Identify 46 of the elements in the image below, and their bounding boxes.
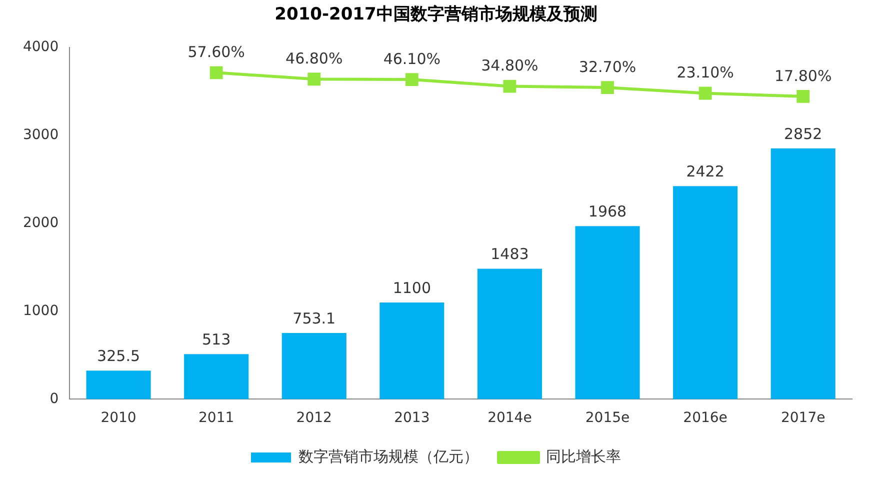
bar	[184, 354, 249, 400]
data-label: 57.60%	[188, 43, 245, 62]
point	[503, 80, 516, 93]
bar	[86, 370, 151, 400]
bar	[770, 148, 836, 400]
data-label: 2852	[784, 124, 822, 143]
x-tick-label: 2012	[296, 410, 332, 426]
data-label: 34.80%	[481, 56, 538, 75]
y-tick-label: 3000	[22, 126, 59, 143]
data-label: 2422	[686, 162, 724, 181]
legend-label: 数字营销市场规模（亿元）	[298, 447, 478, 466]
x-tick-label: 2015e	[585, 410, 630, 426]
point	[698, 86, 712, 100]
x-tick-label: 2016e	[683, 410, 728, 426]
data-label: 17.80%	[774, 66, 832, 85]
x-tick-label: 2010	[100, 410, 136, 426]
y-tick-label: 2000	[22, 214, 59, 231]
data-label: 23.10%	[676, 64, 734, 82]
legend-label: 同比增长率	[546, 447, 621, 466]
point	[796, 90, 810, 103]
x-tick-label: 2011	[198, 410, 234, 426]
data-label: 1100	[392, 278, 432, 297]
y-tick-label: 4000	[22, 39, 59, 56]
data-label: 46.80%	[286, 50, 343, 68]
bar	[380, 302, 444, 400]
y-tick-label: 1000	[22, 302, 59, 319]
data-label: 1968	[588, 202, 627, 221]
bar	[282, 332, 346, 400]
x-tick-label: 2013	[394, 410, 430, 426]
x-tick-label: 2017e	[780, 410, 826, 426]
x-tick-label: 2014e	[488, 410, 532, 426]
bar	[575, 226, 640, 400]
y-tick-label: 0	[50, 390, 59, 407]
data-label: 32.70%	[578, 58, 636, 76]
point	[405, 73, 418, 86]
point	[601, 81, 614, 94]
bar	[673, 186, 738, 400]
data-label: 46.10%	[383, 50, 441, 68]
point	[308, 72, 321, 86]
data-label: 325.5	[97, 346, 140, 365]
bar	[477, 268, 542, 400]
data-label: 753.1	[292, 309, 336, 328]
chart-title: 2010-2017中国数字营销市场规模及预测	[274, 4, 598, 25]
data-label: 513	[202, 330, 231, 348]
point	[210, 66, 223, 80]
data-label: 1483	[490, 245, 529, 264]
